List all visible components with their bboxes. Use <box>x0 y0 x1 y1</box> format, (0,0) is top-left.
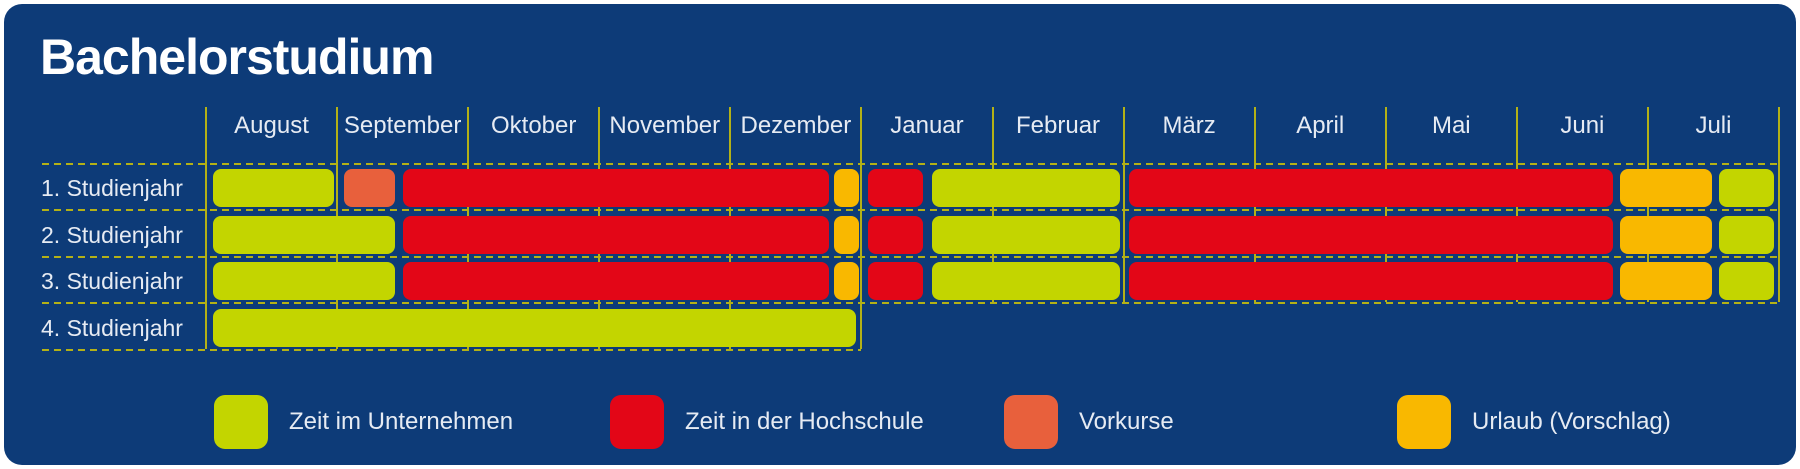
bar-zeit-im-unternehmen <box>932 169 1120 207</box>
month-separator-line <box>1122 107 1125 302</box>
bar-zeit-in-der-hochschule <box>402 169 829 207</box>
bar-zeit-im-unternehmen <box>1718 262 1774 300</box>
legend-label: Zeit in der Hochschule <box>685 408 924 435</box>
bar-zeit-im-unternehmen <box>1718 215 1774 254</box>
infographic-card: Bachelorstudium August September Oktober No… <box>4 4 1796 465</box>
month-label-februar: Februar <box>1016 112 1101 139</box>
bar-urlaub-vorschlag <box>1620 262 1713 300</box>
bar-zeit-in-der-hochschule <box>867 262 924 300</box>
month-label-märz: März <box>1162 112 1216 139</box>
bar-urlaub-vorschlag <box>1620 215 1713 254</box>
chart-legend: Zeit im Unternehmen Zeit in der Hochschul… <box>4 4 1796 465</box>
legend-swatch-orange <box>1004 395 1058 449</box>
legend-item-zeit-in-der-hochschule: Zeit in der Hochschule <box>610 395 924 449</box>
bar-zeit-im-unternehmen <box>212 262 395 300</box>
month-label-september: September <box>343 112 462 139</box>
row-label-4-studienjahr: 4. Studienjahr <box>41 314 183 341</box>
legend-item-urlaub-vorschlag: Urlaub (Vorschlag) <box>1397 395 1671 449</box>
legend-label: Urlaub (Vorschlag) <box>1472 408 1671 435</box>
row-label-3-studienjahr: 3. Studienjahr <box>41 268 183 294</box>
bar-vorkurse <box>343 169 395 207</box>
bar-urlaub-vorschlag <box>833 215 859 254</box>
legend-swatch-green <box>214 395 268 449</box>
row-separator-line <box>42 302 1779 304</box>
bar-zeit-im-unternehmen <box>212 215 395 254</box>
bar-urlaub-vorschlag <box>833 169 859 207</box>
row-separator-line <box>42 255 1779 258</box>
row-separator-line <box>42 162 1779 165</box>
month-label-januar: Januar <box>890 112 964 139</box>
legend-item-zeit-im-unternehmen: Zeit im Unternehmen <box>214 395 513 449</box>
bar-zeit-im-unternehmen <box>212 169 335 207</box>
bar-zeit-in-der-hochschule <box>402 215 829 254</box>
row-separator-line <box>42 209 1779 211</box>
month-label-april: April <box>1296 112 1345 139</box>
month-label-mai: Mai <box>1431 112 1471 139</box>
bar-zeit-im-unternehmen <box>932 215 1120 254</box>
bar-zeit-in-der-hochschule <box>1128 262 1613 300</box>
bar-zeit-im-unternehmen <box>212 308 857 347</box>
page-title: Bachelorstudium <box>40 29 434 85</box>
bar-zeit-in-der-hochschule <box>1128 169 1613 207</box>
month-label-dezember: Dezember <box>740 112 852 139</box>
month-label-oktober: Oktober <box>491 112 577 139</box>
row-separator-line <box>42 348 862 351</box>
month-label-november: November <box>609 112 721 139</box>
legend-label: Vorkurse <box>1079 408 1174 435</box>
bar-urlaub-vorschlag <box>833 262 859 300</box>
month-separator-line <box>205 107 207 349</box>
month-label-juli: Juli <box>1695 112 1732 139</box>
bar-zeit-in-der-hochschule <box>402 262 829 300</box>
bar-zeit-in-der-hochschule <box>1128 215 1613 254</box>
legend-item-vorkurse: Vorkurse <box>1004 395 1174 449</box>
legend-label: Zeit im Unternehmen <box>289 408 514 435</box>
month-label-august: August <box>234 112 309 139</box>
row-label-2-studienjahr: 2. Studienjahr <box>41 221 183 248</box>
bar-zeit-im-unternehmen <box>1718 169 1774 207</box>
bar-zeit-im-unternehmen <box>932 262 1120 300</box>
legend-swatch-yellow <box>1397 395 1451 449</box>
row-label-1-studienjahr: 1. Studienjahr <box>41 175 183 201</box>
bar-zeit-in-der-hochschule <box>867 169 924 207</box>
month-separator-line <box>1778 107 1780 302</box>
legend-swatch-red <box>610 395 664 449</box>
bar-zeit-in-der-hochschule <box>867 215 924 254</box>
month-separator-line <box>860 107 863 349</box>
bar-urlaub-vorschlag <box>1620 169 1713 207</box>
month-label-juni: Juni <box>1560 112 1605 139</box>
